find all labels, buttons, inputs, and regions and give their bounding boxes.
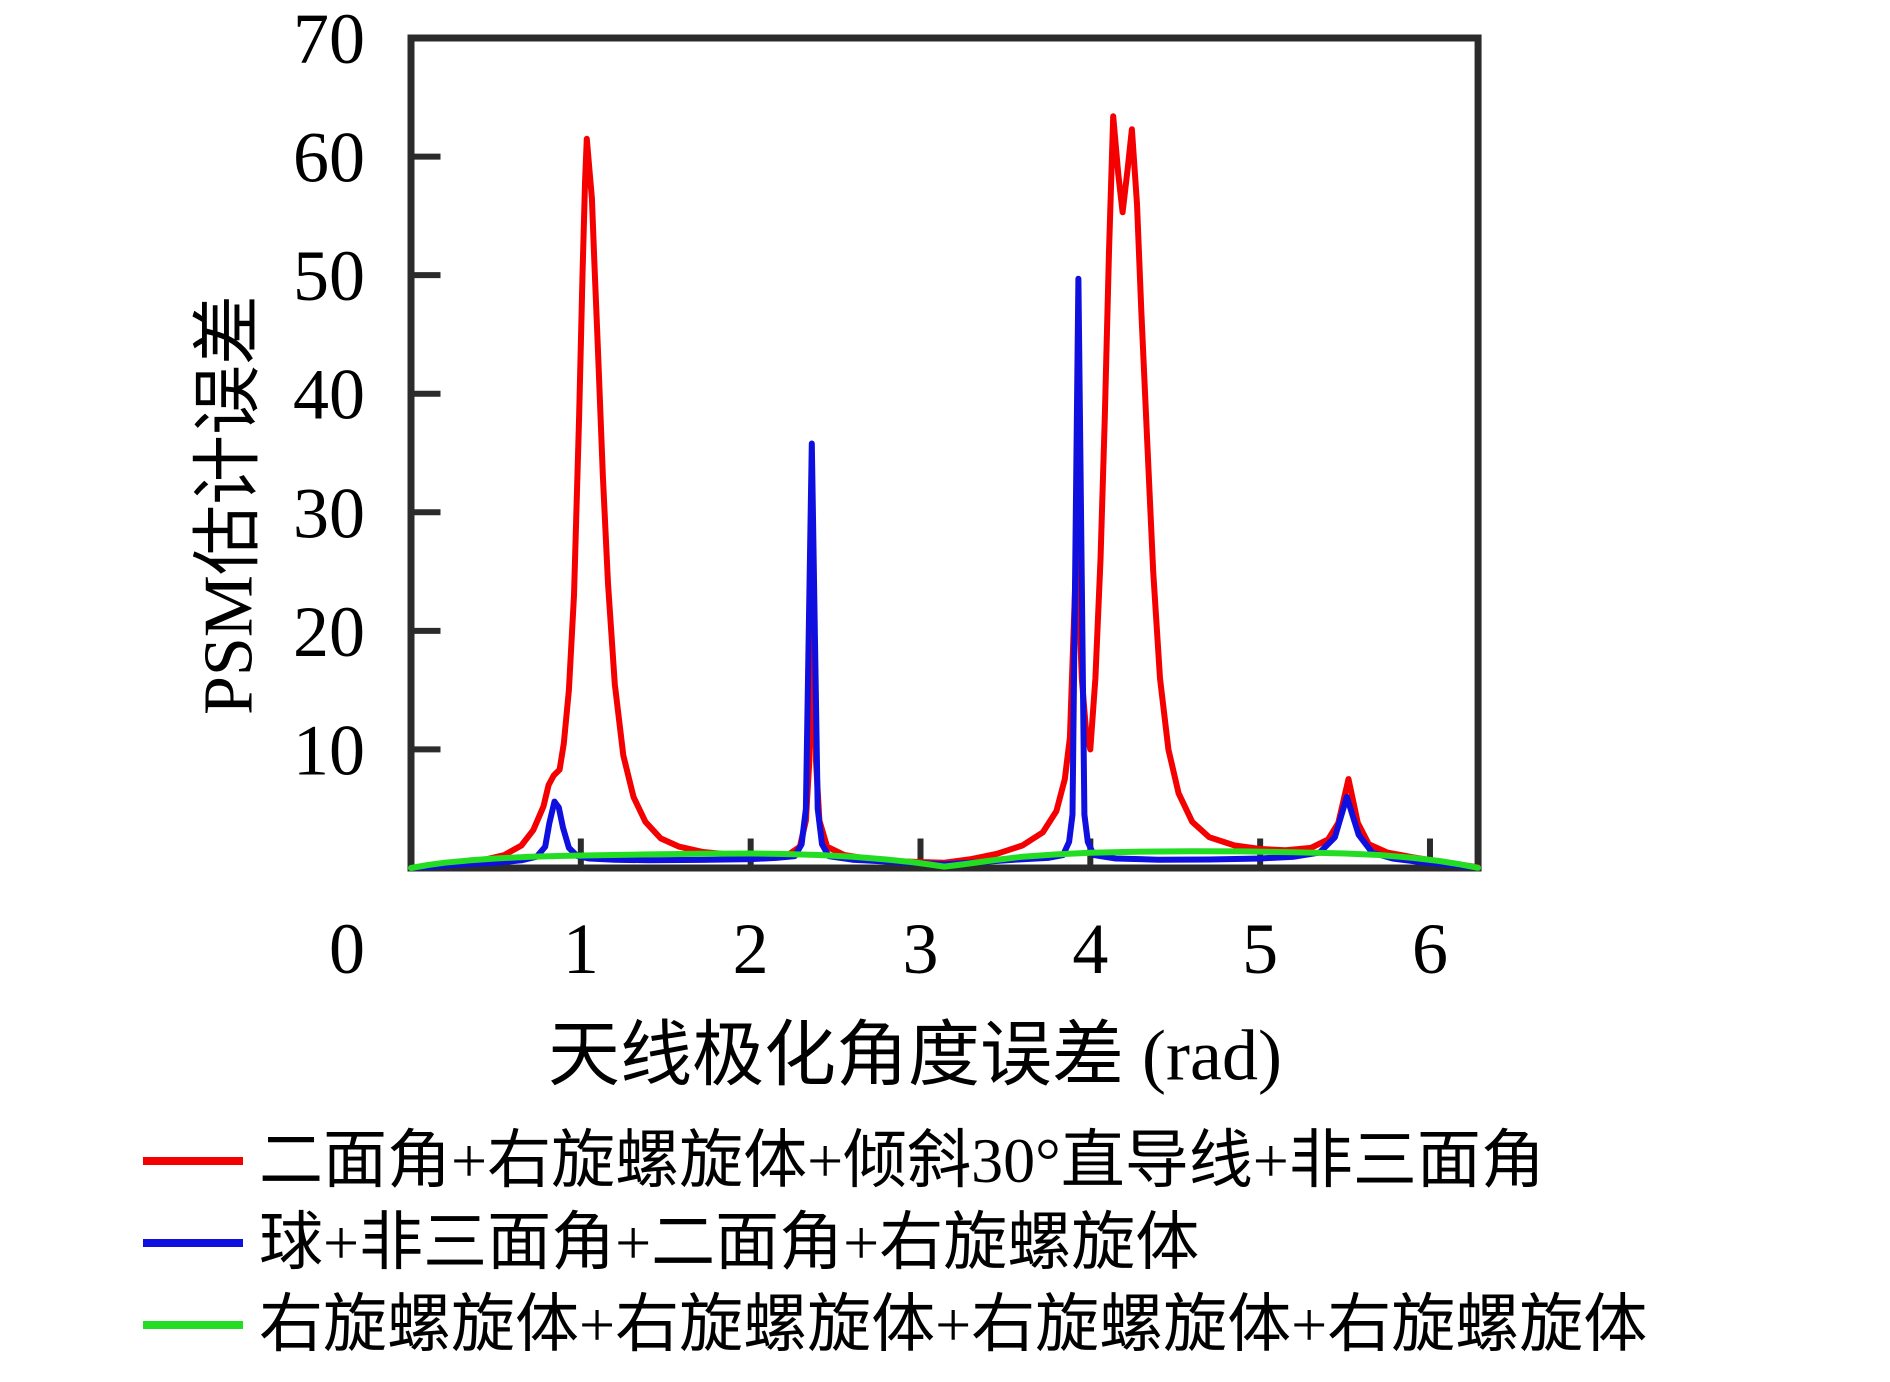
y-tick-label: 50 — [293, 236, 365, 316]
y-tick-label: 70 — [293, 0, 365, 79]
y-tick-label: 40 — [293, 355, 365, 435]
y-axis-title: PSM估计误差 — [190, 294, 268, 716]
x-tick-label: 6 — [1412, 909, 1448, 989]
legend-swatch-line — [143, 1238, 243, 1247]
legend-swatch-line — [143, 1320, 243, 1329]
y-tick-label: 20 — [293, 592, 365, 672]
legend-swatch-line — [143, 1156, 243, 1165]
legend-item-label: 二面角+右旋螺旋体+倾斜30°直导线+非三面角 — [259, 1125, 1545, 1196]
y-tick-label: 10 — [293, 710, 365, 790]
legend-item-label: 右旋螺旋体+右旋螺旋体+右旋螺旋体+右旋螺旋体 — [259, 1289, 1648, 1361]
legend-item: 球+非三面角+二面角+右旋螺旋体 — [143, 1208, 1647, 1277]
x-axis-title: 天线极化角度误差 (rad) — [548, 1015, 1282, 1096]
x-tick-label: 3 — [902, 909, 938, 989]
series-line-2 — [408, 848, 1481, 871]
legend-item: 二面角+右旋螺旋体+倾斜30°直导线+非三面角 — [143, 1126, 1647, 1195]
x-tick-label: 4 — [1072, 909, 1108, 989]
legend: 二面角+右旋螺旋体+倾斜30°直导线+非三面角 球+非三面角+二面角+右旋螺旋体右… — [143, 1126, 1647, 1359]
series-line-0 — [408, 113, 1481, 871]
x-tick-label: 1 — [563, 909, 599, 989]
origin-tick-label: 0 — [329, 909, 365, 989]
y-tick-label: 60 — [293, 118, 365, 198]
legend-item-label: 球+非三面角+二面角+右旋螺旋体 — [259, 1207, 1200, 1279]
x-tick-label: 5 — [1242, 909, 1278, 989]
legend-item: 右旋螺旋体+右旋螺旋体+右旋螺旋体+右旋螺旋体 — [143, 1290, 1647, 1359]
x-tick-label: 2 — [733, 909, 769, 989]
plot-box — [407, 34, 1482, 872]
y-tick-label: 30 — [293, 473, 365, 553]
series-line-1 — [408, 275, 1481, 871]
